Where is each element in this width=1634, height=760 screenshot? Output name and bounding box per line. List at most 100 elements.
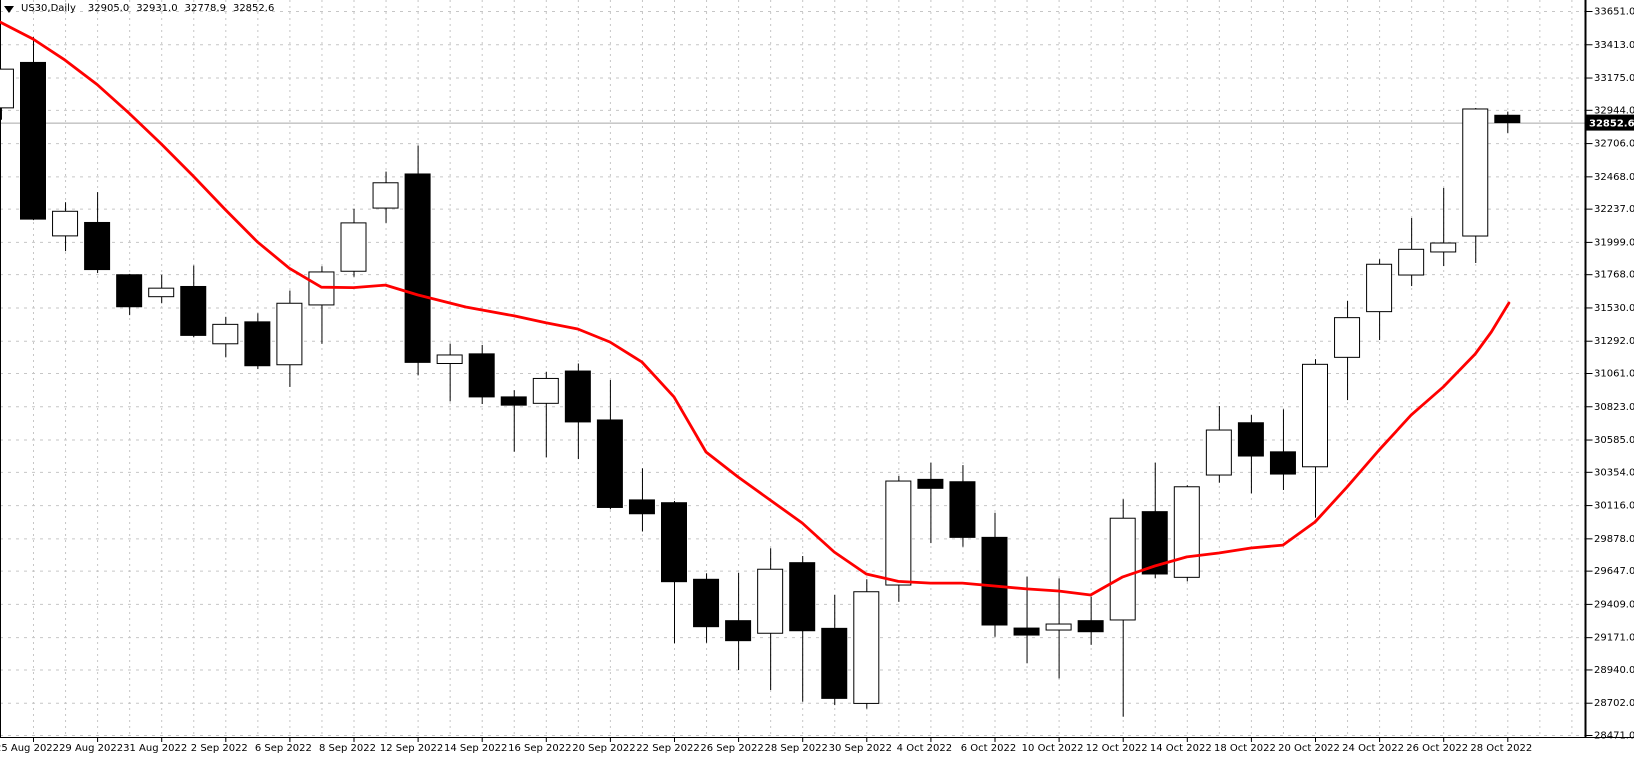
y-axis-label: 29171.0 <box>1594 633 1634 644</box>
x-axis-label: 6 Sep 2022 <box>255 743 312 754</box>
y-axis-label: 28471.0 <box>1594 731 1634 742</box>
x-axis-label: 16 Sep 2022 <box>508 743 571 754</box>
y-axis-label: 28702.0 <box>1594 698 1634 709</box>
y-axis-label: 32944.0 <box>1594 105 1634 116</box>
candle-body-bearish <box>981 536 1008 626</box>
candles <box>0 37 1521 717</box>
y-axis-label: 32706.0 <box>1594 139 1634 150</box>
candle-body-bearish <box>628 499 655 515</box>
candle-body-bullish <box>1462 108 1489 237</box>
candle-body-bearish <box>244 321 271 367</box>
low-value: 32778.9 <box>184 3 226 14</box>
candle-body-bullish <box>1366 263 1393 313</box>
y-axis-label: 31768.0 <box>1594 270 1634 281</box>
y-axis-label: 30585.0 <box>1594 435 1634 446</box>
candle-body-bearish <box>404 173 431 363</box>
x-axis-label: 25 Aug 2022 <box>0 743 59 754</box>
candle-body-bearish <box>821 627 848 699</box>
x-axis-label: 8 Sep 2022 <box>319 743 376 754</box>
x-axis-label: 12 Oct 2022 <box>1086 743 1148 754</box>
candle-body-bearish <box>949 481 976 538</box>
candle-body-bearish <box>564 370 591 423</box>
y-axis-label: 33651.0 <box>1594 7 1634 18</box>
x-axis-label: 14 Oct 2022 <box>1150 743 1212 754</box>
x-axis-label: 20 Sep 2022 <box>572 743 635 754</box>
x-axis-label: 20 Oct 2022 <box>1278 743 1340 754</box>
x-axis-label: 24 Oct 2022 <box>1342 743 1404 754</box>
candle-body-bullish <box>885 480 912 586</box>
candle-body-bearish <box>20 61 46 220</box>
candle-body-bullish <box>1398 248 1425 276</box>
x-axis-label: 18 Oct 2022 <box>1214 743 1276 754</box>
candle-body-bearish <box>116 274 143 308</box>
candle-body-bullish <box>1173 486 1200 578</box>
candle-body-bullish <box>52 210 79 237</box>
candle-body-bullish <box>340 222 367 272</box>
x-axis-label: 10 Oct 2022 <box>1022 743 1084 754</box>
y-axis-label: 29647.0 <box>1594 566 1634 577</box>
badge-rect <box>1586 114 1634 131</box>
x-axis-label: 22 Sep 2022 <box>636 743 699 754</box>
candle-body-bearish <box>1013 627 1040 636</box>
candle-body-bullish <box>148 287 175 298</box>
candle-body-bearish <box>725 620 752 642</box>
candle-body-bearish <box>661 502 687 583</box>
candle-body-bullish <box>1045 623 1072 631</box>
y-axis-label: 33175.0 <box>1594 73 1634 84</box>
candle-body-bearish <box>500 396 527 406</box>
y-axis-label: 30354.0 <box>1594 467 1634 478</box>
candle-body-bearish <box>596 419 623 508</box>
candle-body-bearish <box>84 221 111 271</box>
x-axis-label: 26 Oct 2022 <box>1406 743 1468 754</box>
candle-body-bearish <box>1494 114 1521 124</box>
candle-body-bullish <box>436 354 463 364</box>
ohlc-info-bar: US30,Daily 32905.0 32931.0 32778.9 32852… <box>4 2 281 15</box>
x-axis[interactable]: 25 Aug 2022 29 Aug 2022 31 Aug 2022 2 Sep 2… <box>0 737 1634 755</box>
candle-body-bullish <box>853 591 880 704</box>
y-axis-label: 32468.0 <box>1594 172 1634 183</box>
y-axis-label: 31999.0 <box>1594 237 1634 248</box>
candle-body-bullish <box>1430 242 1457 253</box>
candle-body-bearish <box>693 578 720 628</box>
x-axis-label: 12 Sep 2022 <box>380 743 443 754</box>
y-axis-label: 31292.0 <box>1594 336 1634 347</box>
y-axis-label: 28940.0 <box>1594 665 1634 676</box>
y-axis-label: 33413.0 <box>1594 40 1634 51</box>
candle-body-bearish <box>917 478 944 489</box>
candle-body-bullish <box>757 568 784 634</box>
moving-average-line <box>0 20 1511 597</box>
candle-body-bearish <box>789 562 816 632</box>
x-axis-label: 14 Sep 2022 <box>444 743 507 754</box>
candle-body-bullish <box>1334 317 1361 358</box>
x-axis-label: 28 Sep 2022 <box>765 743 828 754</box>
candle-body-bullish <box>532 377 559 404</box>
y-axis-label: 29409.0 <box>1594 599 1634 610</box>
high-value: 32931.0 <box>136 3 178 14</box>
x-axis-label: 2 Sep 2022 <box>191 743 248 754</box>
candle-body-bullish <box>1205 429 1232 476</box>
y-axis-label: 30116.0 <box>1594 501 1634 512</box>
current-price-badge: 32852.6 <box>1586 114 1634 131</box>
x-axis-label: 28 Oct 2022 <box>1470 743 1532 754</box>
badge-price-text: 32852.6 <box>1589 118 1634 129</box>
candle-body-bullish <box>212 323 239 345</box>
candle-body-bullish <box>1302 363 1328 468</box>
candle-body-bearish <box>1077 620 1104 633</box>
open-value: 32905.0 <box>87 3 130 14</box>
candle-body-bearish <box>468 353 495 398</box>
candle-body-bullish <box>276 302 303 366</box>
y-axis[interactable]: 33651.0 33413.0 33175.0 32944.0 32706.0 32468… <box>1584 0 1634 742</box>
x-axis-label: 26 Sep 2022 <box>700 743 763 754</box>
x-axis-label: 6 Oct 2022 <box>961 743 1016 754</box>
y-axis-label: 32237.0 <box>1594 204 1634 215</box>
y-axis-label: 30823.0 <box>1594 402 1634 413</box>
candle-body-bullish <box>372 182 399 209</box>
y-axis-label: 31530.0 <box>1594 303 1634 314</box>
candle-body-bearish <box>180 285 207 336</box>
x-axis-label: 30 Sep 2022 <box>829 743 892 754</box>
close-value: 32852.6 <box>232 3 275 14</box>
candle-body-bullish <box>1109 517 1136 621</box>
candle-body-bearish <box>1237 422 1264 457</box>
